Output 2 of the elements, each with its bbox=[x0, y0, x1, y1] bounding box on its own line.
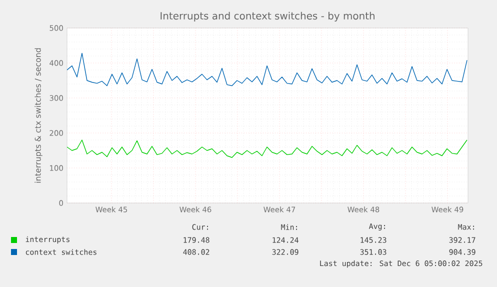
line-series bbox=[67, 52, 468, 86]
chart-title: Interrupts and context switches - by month bbox=[160, 12, 374, 22]
